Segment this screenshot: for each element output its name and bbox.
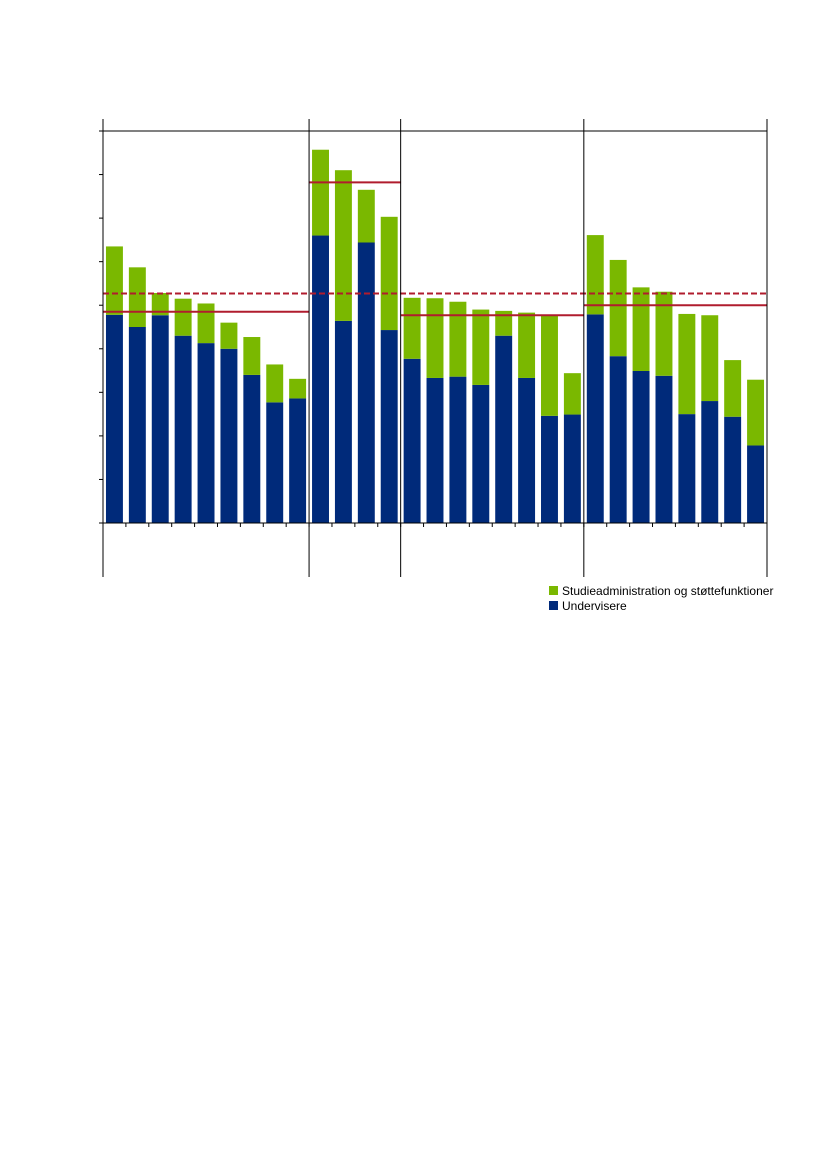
bar-studieadministration-23 xyxy=(609,259,627,357)
bar-studieadministration-12 xyxy=(357,189,375,243)
bar-studieadministration-21 xyxy=(563,373,581,415)
bar-studieadministration-26 xyxy=(678,313,696,415)
bar-undervisere-6 xyxy=(220,348,238,523)
bar-studieadministration-10 xyxy=(312,149,329,236)
legend-item-undervisere: Undervisere xyxy=(549,598,773,613)
bar-studieadministration-15 xyxy=(426,298,444,378)
bar-studieadministration-29 xyxy=(747,379,765,446)
bar-undervisere-13 xyxy=(380,330,398,523)
bar-undervisere-25 xyxy=(655,375,673,523)
chart-legend: Studieadministration og støttefunktioner… xyxy=(549,583,773,613)
bar-undervisere-20 xyxy=(541,415,558,523)
bar-undervisere-17 xyxy=(472,384,490,523)
legend-label-undervisere: Undervisere xyxy=(562,598,627,613)
bar-studieadministration-24 xyxy=(632,287,650,371)
bar-undervisere-27 xyxy=(701,401,719,523)
legend-swatch-green xyxy=(549,586,558,595)
bar-studieadministration-25 xyxy=(655,291,673,376)
bar-undervisere-29 xyxy=(747,445,765,523)
bar-studieadministration-20 xyxy=(541,315,558,416)
bar-studieadministration-1 xyxy=(105,246,123,315)
bar-studieadministration-2 xyxy=(128,267,146,327)
bar-undervisere-7 xyxy=(243,374,261,523)
bar-undervisere-14 xyxy=(403,358,421,523)
bar-undervisere-19 xyxy=(518,377,536,523)
bar-studieadministration-13 xyxy=(380,216,398,331)
legend-item-studieadministration: Studieadministration og støttefunktioner xyxy=(549,583,773,598)
bar-undervisere-3 xyxy=(151,315,169,523)
bar-undervisere-9 xyxy=(289,398,307,523)
bar-studieadministration-17 xyxy=(472,309,490,385)
bar-undervisere-15 xyxy=(426,377,444,523)
bar-undervisere-16 xyxy=(449,376,467,523)
bar-studieadministration-11 xyxy=(334,170,352,321)
legend-swatch-blue xyxy=(549,601,558,610)
bar-studieadministration-9 xyxy=(289,378,307,399)
bar-undervisere-2 xyxy=(128,327,146,523)
bar-undervisere-22 xyxy=(586,314,604,523)
bar-undervisere-4 xyxy=(174,335,192,523)
bar-undervisere-23 xyxy=(609,356,627,523)
bar-studieadministration-18 xyxy=(495,310,513,336)
bar-undervisere-8 xyxy=(266,402,284,523)
bar-studieadministration-5 xyxy=(197,303,215,344)
bar-undervisere-5 xyxy=(197,343,215,523)
bar-undervisere-18 xyxy=(495,335,513,523)
bar-studieadministration-8 xyxy=(266,364,284,403)
bar-undervisere-11 xyxy=(334,320,352,523)
bar-undervisere-28 xyxy=(724,416,742,523)
bar-studieadministration-3 xyxy=(151,293,169,316)
bar-undervisere-24 xyxy=(632,370,650,523)
bar-studieadministration-19 xyxy=(518,312,536,378)
bar-studieadministration-14 xyxy=(403,297,421,359)
legend-label-studieadministration: Studieadministration og støttefunktioner xyxy=(562,583,774,598)
bar-studieadministration-27 xyxy=(701,315,719,402)
bar-studieadministration-28 xyxy=(724,360,742,417)
bar-undervisere-10 xyxy=(312,235,329,524)
bar-undervisere-12 xyxy=(357,242,375,523)
bar-studieadministration-7 xyxy=(243,337,261,375)
bar-studieadministration-22 xyxy=(586,235,604,315)
bar-undervisere-21 xyxy=(563,414,581,523)
bar-studieadministration-6 xyxy=(220,322,238,349)
bar-studieadministration-4 xyxy=(174,298,192,336)
bar-undervisere-26 xyxy=(678,414,696,523)
bar-undervisere-1 xyxy=(105,314,123,523)
bar-studieadministration-16 xyxy=(449,301,467,377)
